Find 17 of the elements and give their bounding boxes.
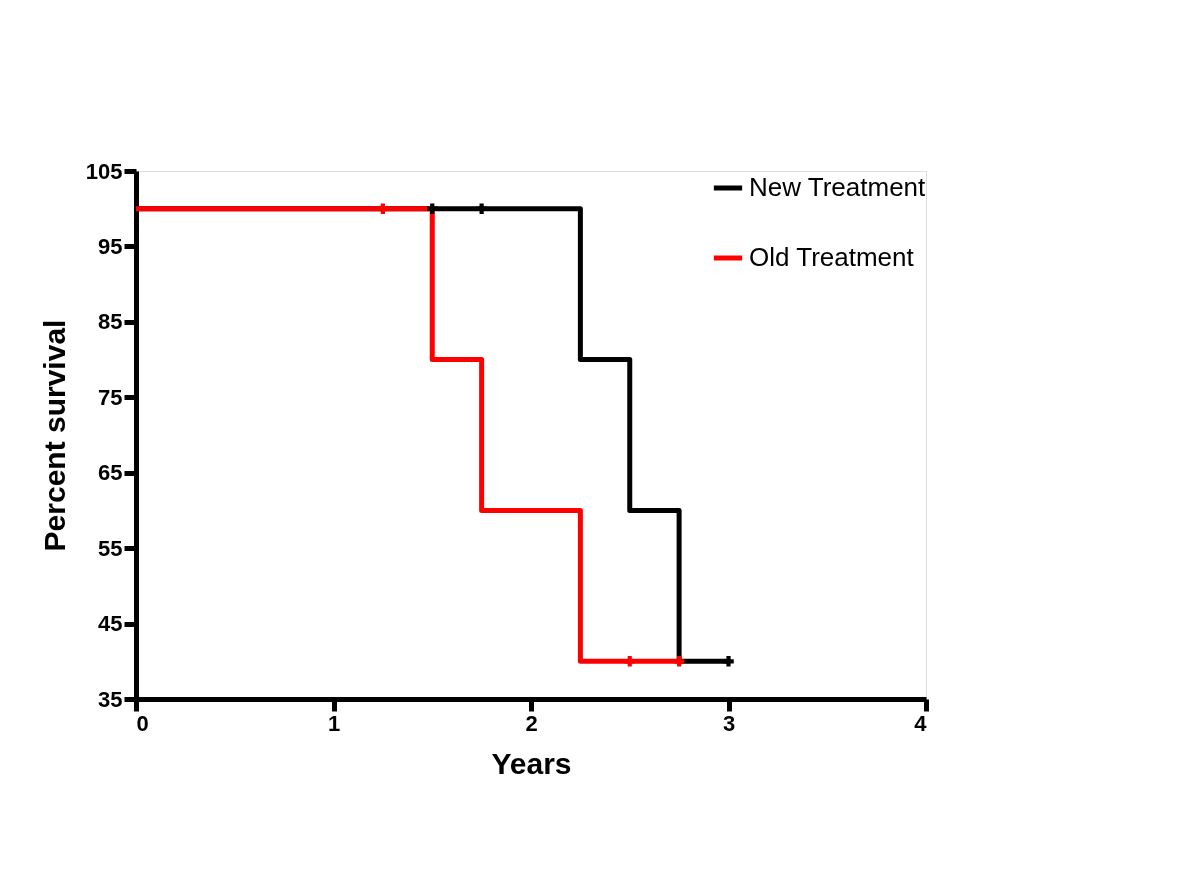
y-tick-label: 65 <box>98 460 123 486</box>
x-tick-label: 1 <box>327 710 341 736</box>
y-tick-label: 105 <box>85 158 123 184</box>
x-tick-label: 0 <box>136 710 149 736</box>
y-tick-label: 35 <box>98 686 123 712</box>
y-tick-label: 85 <box>98 309 123 335</box>
legend-label: New Treatment <box>749 172 927 202</box>
y-tick-label: 55 <box>98 535 123 561</box>
y-tick-label: 95 <box>98 233 123 259</box>
y-axis-title: Percent survival <box>37 319 71 552</box>
x-tick-label: 2 <box>525 710 538 736</box>
x-axis-title: Years <box>491 746 572 780</box>
legend-label: Old Treatment <box>749 242 915 272</box>
y-tick-label: 45 <box>98 611 123 637</box>
x-tick-label: 4 <box>914 710 928 736</box>
y-tick-label: 75 <box>98 384 123 410</box>
x-tick-label: 3 <box>722 710 736 736</box>
